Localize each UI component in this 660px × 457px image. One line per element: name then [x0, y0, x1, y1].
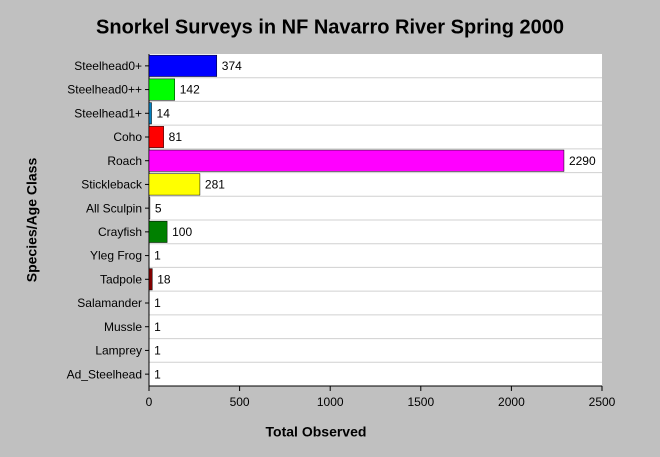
value-label: 374 [222, 59, 242, 73]
bar [148, 78, 175, 101]
value-label: 18 [157, 272, 171, 286]
x-tick-label: 1500 [407, 395, 434, 409]
y-tick-label: Crayfish [98, 225, 142, 239]
y-tick-label: Stickleback [81, 178, 143, 192]
x-tick-label: 0 [146, 395, 153, 409]
chart-title: Snorkel Surveys in NF Navarro River Spri… [96, 16, 564, 38]
value-label: 14 [157, 106, 171, 120]
bar [148, 54, 218, 77]
x-tick-label: 1000 [317, 395, 344, 409]
value-label: 1 [154, 296, 161, 310]
y-tick-label: Roach [107, 154, 142, 168]
bar [148, 149, 565, 172]
y-tick-label: Mussle [104, 320, 142, 334]
bar [148, 102, 152, 125]
y-axis-label: Species/Age Class [24, 158, 40, 283]
value-label: 5 [155, 201, 162, 215]
y-tick-label: Lamprey [95, 344, 142, 358]
y-tick-label: Steelhead0+ [74, 59, 142, 73]
value-label: 1 [154, 249, 161, 263]
bar [148, 220, 168, 243]
x-tick-label: 2000 [498, 395, 525, 409]
x-axis-label: Total Observed [266, 424, 367, 440]
value-label: 2290 [569, 154, 596, 168]
bar [148, 173, 201, 196]
bar [148, 126, 164, 148]
bar [148, 197, 151, 220]
y-tick-label: Tadpole [100, 272, 142, 286]
y-tick-label: Steelhead0++ [67, 83, 142, 97]
y-tick-label: All Sculpin [86, 201, 142, 215]
value-label: 1 [154, 367, 161, 381]
x-tick-label: 500 [230, 395, 250, 409]
y-tick-label: Yleg Frog [90, 249, 142, 263]
value-label: 281 [205, 178, 225, 192]
y-tick-label: Ad_Steelhead [67, 367, 142, 381]
value-label: 100 [172, 225, 192, 239]
value-label: 1 [154, 320, 161, 334]
value-label: 142 [180, 83, 200, 97]
y-tick-label: Steelhead1+ [74, 106, 142, 120]
y-tick-label: Coho [113, 130, 142, 144]
value-label: 81 [169, 130, 183, 144]
x-tick-label: 2500 [589, 395, 616, 409]
y-tick-label: Salamander [77, 296, 142, 310]
bar [148, 268, 153, 291]
value-label: 1 [154, 344, 161, 358]
